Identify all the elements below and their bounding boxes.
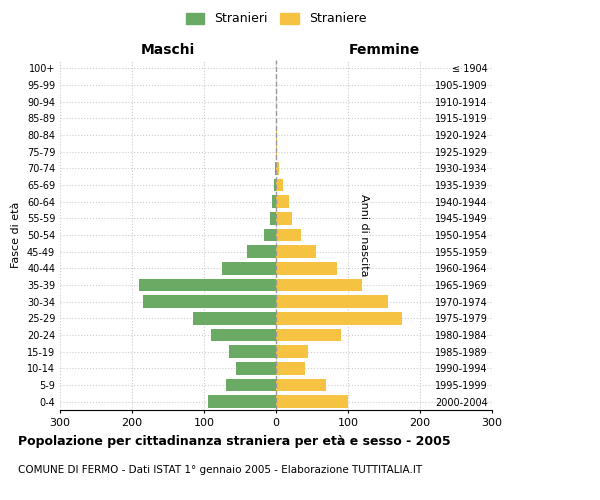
- Bar: [276, 162, 279, 174]
- Bar: [193, 312, 276, 324]
- Bar: [276, 229, 301, 241]
- Bar: [229, 346, 276, 358]
- Bar: [276, 279, 362, 291]
- Bar: [276, 262, 337, 274]
- Bar: [276, 196, 289, 208]
- Bar: [276, 346, 308, 358]
- Bar: [222, 262, 276, 274]
- Bar: [276, 362, 305, 374]
- Bar: [208, 396, 276, 408]
- Bar: [270, 212, 276, 224]
- Text: Popolazione per cittadinanza straniera per età e sesso - 2005: Popolazione per cittadinanza straniera p…: [18, 435, 451, 448]
- Y-axis label: Anni di nascita: Anni di nascita: [359, 194, 368, 276]
- Bar: [276, 379, 326, 391]
- Y-axis label: Fasce di età: Fasce di età: [11, 202, 21, 268]
- Text: Femmine: Femmine: [349, 42, 419, 56]
- Bar: [276, 296, 388, 308]
- Bar: [272, 196, 276, 208]
- Bar: [274, 179, 276, 191]
- Bar: [276, 329, 341, 341]
- Bar: [264, 229, 276, 241]
- Bar: [226, 379, 276, 391]
- Bar: [275, 162, 276, 174]
- Bar: [276, 246, 316, 258]
- Bar: [276, 312, 402, 324]
- Legend: Stranieri, Straniere: Stranieri, Straniere: [182, 8, 370, 29]
- Bar: [276, 179, 283, 191]
- Bar: [139, 279, 276, 291]
- Bar: [236, 362, 276, 374]
- Bar: [276, 396, 348, 408]
- Bar: [211, 329, 276, 341]
- Bar: [143, 296, 276, 308]
- Bar: [247, 246, 276, 258]
- Text: Maschi: Maschi: [141, 42, 195, 56]
- Bar: [276, 128, 277, 141]
- Bar: [276, 146, 277, 158]
- Text: COMUNE DI FERMO - Dati ISTAT 1° gennaio 2005 - Elaborazione TUTTITALIA.IT: COMUNE DI FERMO - Dati ISTAT 1° gennaio …: [18, 465, 422, 475]
- Bar: [276, 212, 292, 224]
